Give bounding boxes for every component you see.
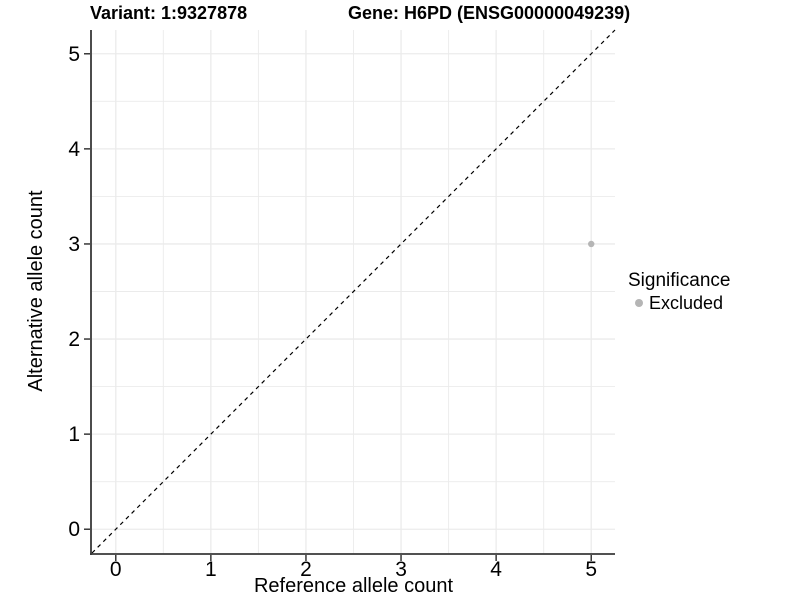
x-tick-label: 3 [395, 558, 407, 581]
identity-line [91, 29, 616, 554]
y-tick-label: 5 [68, 43, 80, 66]
legend: Significance Excluded [628, 270, 730, 313]
plot-title-variant: Variant: 1:9327878 [90, 3, 248, 23]
x-tick-label: 4 [490, 558, 502, 581]
x-tick-label: 1 [205, 558, 217, 581]
x-axis-title: Reference allele count [253, 575, 453, 597]
legend-item-label: Excluded [649, 293, 724, 313]
y-tick-label: 0 [68, 518, 80, 541]
data-point [588, 240, 595, 248]
legend-point-icon [635, 299, 643, 307]
y-axis-title: Alternative allele count [25, 190, 47, 392]
y-tick-label: 1 [68, 423, 80, 446]
x-tick-label: 5 [585, 558, 597, 581]
y-tick-label: 4 [68, 138, 80, 161]
x-tick-label: 0 [110, 558, 122, 581]
legend-title: Significance [628, 270, 731, 291]
plot-title-gene: Gene: H6PD (ENSG00000049239) [348, 3, 631, 23]
y-tick-label: 2 [68, 328, 80, 351]
legend-item-excluded: Excluded [628, 293, 730, 313]
y-tick-label: 3 [68, 233, 80, 256]
x-tick-label: 2 [300, 558, 312, 581]
